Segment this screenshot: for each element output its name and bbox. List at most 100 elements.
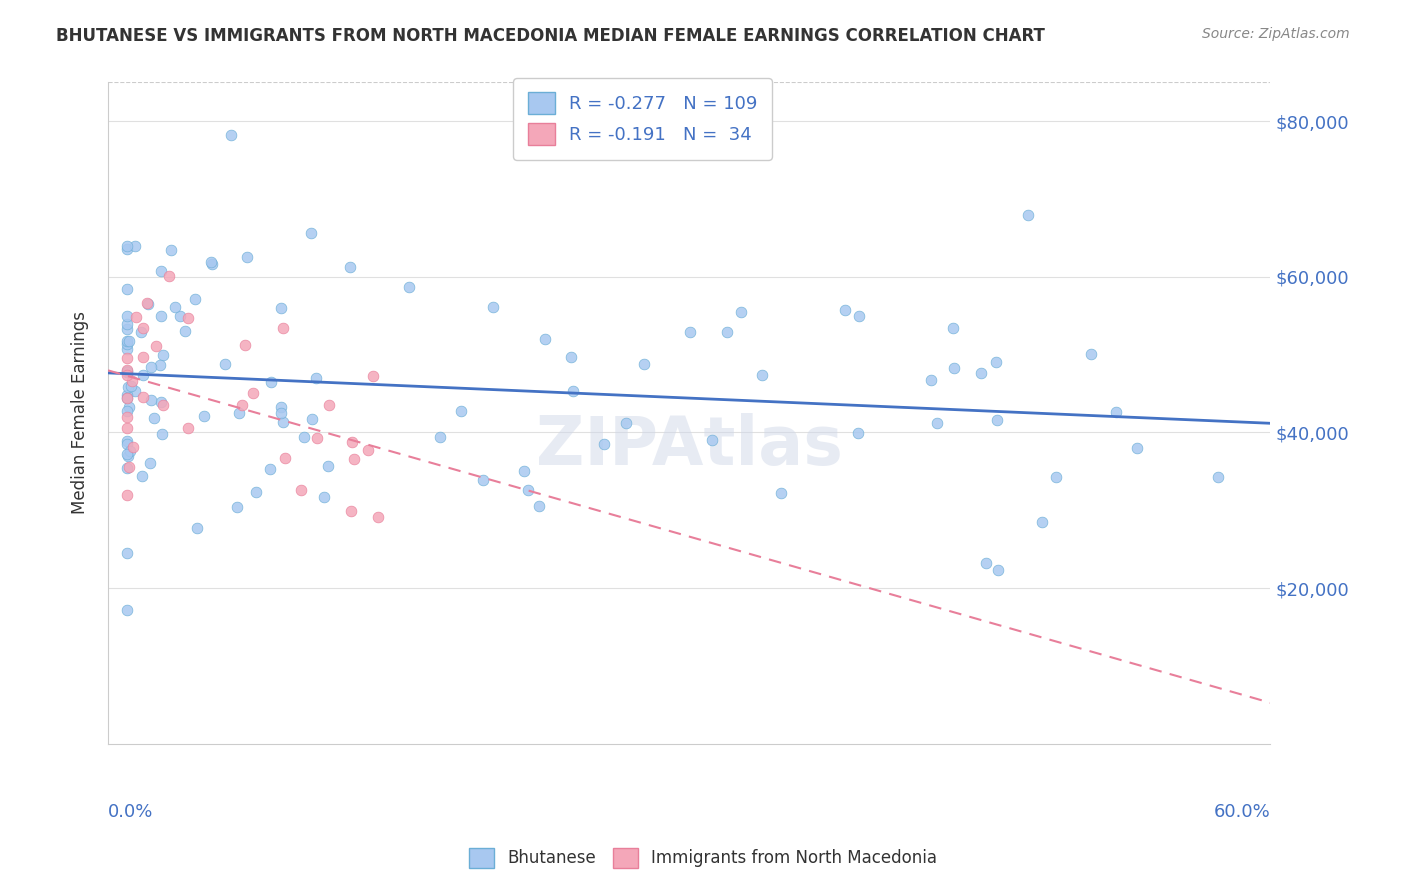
- Point: [145, 339, 167, 353]
- Point: [117, 392, 139, 406]
- Point: [986, 413, 1008, 427]
- Point: [150, 426, 173, 441]
- Point: [117, 450, 139, 464]
- Point: [1045, 470, 1067, 484]
- Point: [316, 458, 339, 473]
- Point: [118, 460, 141, 475]
- Point: [292, 430, 315, 444]
- Point: [132, 368, 155, 382]
- Point: [160, 244, 183, 258]
- Point: [340, 504, 363, 518]
- Point: [299, 226, 322, 240]
- Point: [117, 366, 139, 380]
- Text: BHUTANESE VS IMMIGRANTS FROM NORTH MACEDONIA MEDIAN FEMALE EARNINGS CORRELATION : BHUTANESE VS IMMIGRANTS FROM NORTH MACED…: [56, 27, 1045, 45]
- Point: [846, 425, 869, 440]
- Point: [129, 325, 152, 339]
- Point: [132, 350, 155, 364]
- Point: [193, 409, 215, 423]
- Point: [751, 368, 773, 382]
- Point: [259, 462, 281, 476]
- Point: [117, 447, 139, 461]
- Point: [117, 317, 139, 331]
- Point: [242, 386, 264, 401]
- Point: [117, 282, 139, 296]
- Point: [942, 321, 965, 335]
- Point: [231, 398, 253, 412]
- Point: [163, 300, 186, 314]
- Point: [228, 406, 250, 420]
- Point: [270, 406, 292, 420]
- Point: [343, 451, 366, 466]
- Point: [1017, 209, 1039, 223]
- Y-axis label: Median Female Earnings: Median Female Earnings: [72, 311, 89, 515]
- Point: [118, 401, 141, 415]
- Point: [848, 309, 870, 323]
- Point: [117, 351, 139, 365]
- Point: [450, 403, 472, 417]
- Point: [986, 355, 1008, 369]
- Point: [117, 336, 139, 351]
- Point: [356, 443, 378, 458]
- Legend: Bhutanese, Immigrants from North Macedonia: Bhutanese, Immigrants from North Macedon…: [463, 841, 943, 875]
- Point: [121, 441, 143, 455]
- Point: [482, 300, 505, 314]
- Point: [429, 430, 451, 444]
- Point: [361, 369, 384, 384]
- Point: [173, 324, 195, 338]
- Point: [143, 411, 166, 425]
- Point: [472, 473, 495, 487]
- Point: [117, 388, 139, 402]
- Point: [304, 371, 326, 385]
- Point: [561, 384, 583, 399]
- Point: [177, 421, 200, 435]
- Legend: R = -0.277   N = 109, R = -0.191   N =  34: R = -0.277 N = 109, R = -0.191 N = 34: [513, 78, 772, 160]
- Point: [270, 301, 292, 315]
- Point: [271, 416, 294, 430]
- Point: [633, 358, 655, 372]
- Point: [117, 391, 139, 405]
- Point: [226, 500, 249, 514]
- Text: Source: ZipAtlas.com: Source: ZipAtlas.com: [1202, 27, 1350, 41]
- Point: [271, 321, 294, 335]
- Point: [117, 436, 139, 450]
- Point: [117, 434, 139, 449]
- Point: [942, 361, 965, 376]
- Point: [513, 464, 536, 478]
- Point: [120, 379, 142, 393]
- Point: [516, 483, 538, 497]
- Point: [201, 257, 224, 271]
- Point: [169, 309, 191, 323]
- Point: [592, 437, 614, 451]
- Point: [117, 322, 139, 336]
- Point: [270, 400, 292, 414]
- Point: [117, 488, 139, 502]
- Point: [700, 433, 723, 447]
- Point: [117, 368, 139, 383]
- Point: [274, 451, 297, 466]
- Point: [340, 435, 363, 450]
- Point: [177, 310, 200, 325]
- Point: [301, 412, 323, 426]
- Point: [131, 321, 153, 335]
- Point: [117, 238, 139, 252]
- Point: [117, 546, 139, 560]
- Point: [125, 310, 148, 324]
- Point: [117, 242, 139, 256]
- Point: [219, 128, 242, 142]
- Point: [614, 416, 637, 430]
- Point: [186, 520, 208, 534]
- Text: ZIPAtlas: ZIPAtlas: [536, 413, 842, 479]
- Point: [117, 421, 139, 435]
- Point: [245, 484, 267, 499]
- Point: [117, 364, 139, 378]
- Point: [117, 410, 139, 425]
- Point: [152, 398, 174, 412]
- Point: [987, 563, 1010, 577]
- Point: [118, 334, 141, 349]
- Point: [214, 357, 236, 371]
- Point: [117, 380, 139, 394]
- Point: [117, 403, 139, 417]
- Point: [149, 358, 172, 372]
- Point: [124, 239, 146, 253]
- Point: [527, 499, 550, 513]
